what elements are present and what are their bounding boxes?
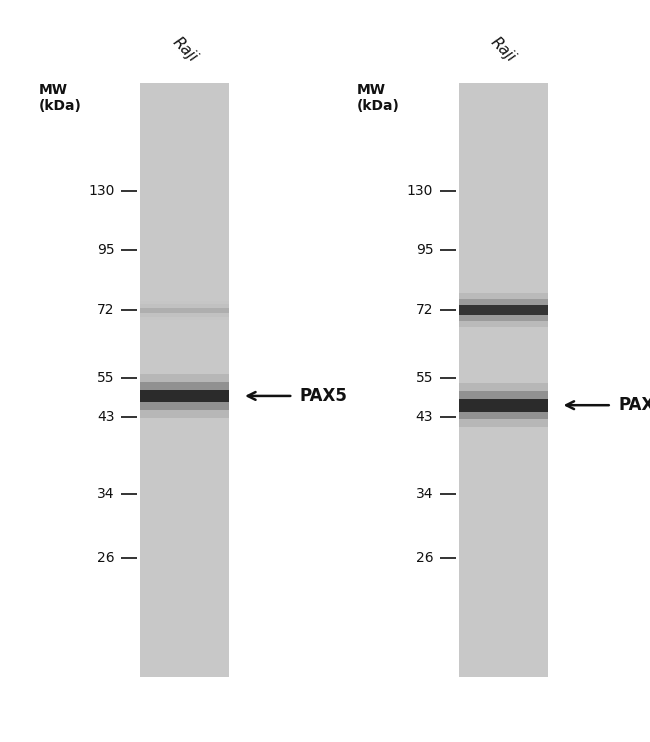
Text: 130: 130 bbox=[407, 185, 434, 199]
Bar bbox=[140, 390, 229, 402]
Text: 34: 34 bbox=[98, 487, 115, 501]
Bar bbox=[459, 306, 548, 315]
Text: 95: 95 bbox=[415, 243, 434, 257]
Bar bbox=[459, 398, 548, 412]
Text: 34: 34 bbox=[416, 487, 434, 501]
Text: 55: 55 bbox=[98, 371, 115, 385]
Bar bbox=[459, 384, 548, 427]
Bar bbox=[140, 304, 229, 317]
Text: PAX5: PAX5 bbox=[300, 387, 347, 405]
Bar bbox=[140, 308, 229, 313]
Text: 26: 26 bbox=[415, 551, 434, 565]
Bar bbox=[140, 301, 229, 320]
Text: PAX5: PAX5 bbox=[618, 396, 650, 414]
Text: 72: 72 bbox=[416, 303, 434, 318]
Text: 43: 43 bbox=[416, 410, 434, 424]
Bar bbox=[140, 382, 229, 410]
Text: 130: 130 bbox=[88, 185, 115, 199]
Bar bbox=[459, 82, 548, 677]
Bar bbox=[140, 374, 229, 418]
Bar bbox=[459, 391, 548, 419]
Bar bbox=[140, 82, 229, 677]
Bar bbox=[459, 300, 548, 321]
Text: 43: 43 bbox=[98, 410, 115, 424]
Text: Raji: Raji bbox=[488, 34, 519, 65]
Text: 72: 72 bbox=[98, 303, 115, 318]
Text: MW
(kDa): MW (kDa) bbox=[38, 82, 81, 113]
Text: MW
(kDa): MW (kDa) bbox=[357, 82, 400, 113]
Text: 55: 55 bbox=[416, 371, 434, 385]
Text: 26: 26 bbox=[97, 551, 115, 565]
Text: Raji: Raji bbox=[170, 34, 200, 65]
Bar bbox=[459, 294, 548, 327]
Text: 95: 95 bbox=[97, 243, 115, 257]
